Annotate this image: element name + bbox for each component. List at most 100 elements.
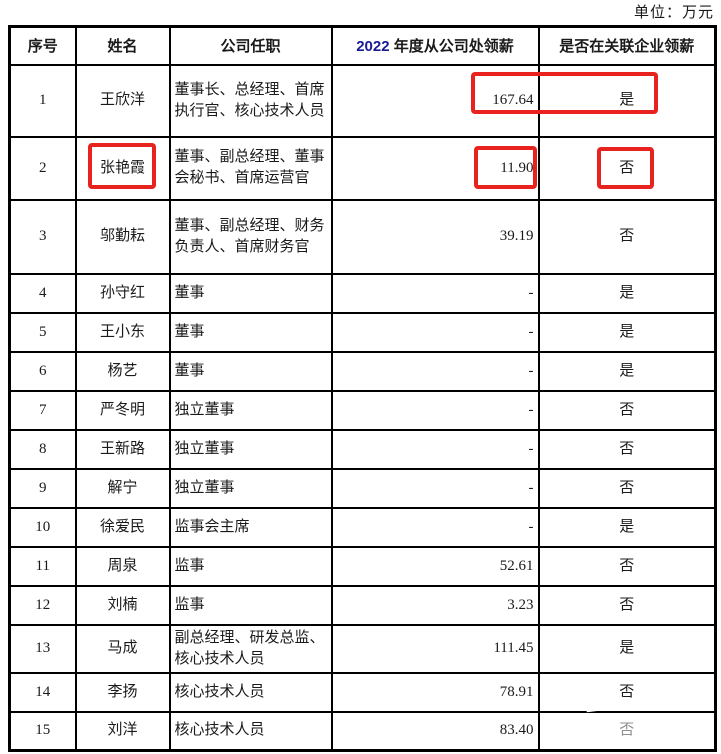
cell-position: 核心技术人员 [168, 671, 333, 713]
table-row: 9 解宁 独立董事 - 否 [8, 467, 717, 509]
table-row: 6 杨艺 董事 - 是 [8, 350, 717, 392]
cell-position: 董事 [168, 272, 333, 314]
header-name: 姓名 [74, 25, 171, 66]
cell-serial: 2 [8, 135, 77, 201]
cell-position: 董事 [168, 350, 333, 392]
cell-serial: 14 [8, 671, 77, 713]
cell-position: 副总经理、研发总监、核心技术人员 [168, 623, 333, 674]
cell-name: 解宁 [74, 467, 171, 509]
cell-serial: 7 [8, 389, 77, 431]
table-row: 5 王小东 董事 - 是 [8, 311, 717, 353]
table-row: 10 徐爱民 监事会主席 - 是 [8, 506, 717, 548]
cell-related: 是 [537, 311, 717, 353]
cell-salary: - [330, 428, 540, 470]
header-salary-year: 2022 [356, 38, 390, 56]
cell-serial: 8 [8, 428, 77, 470]
cell-serial: 12 [8, 584, 77, 626]
table-row: 12 刘楠 监事 3.23 否 [8, 584, 717, 626]
cell-position: 董事长、总经理、首席执行官、核心技术人员 [168, 63, 333, 138]
cell-related: 是 [537, 506, 717, 548]
cell-position: 监事 [168, 545, 333, 587]
cell-salary: 111.45 [330, 623, 540, 674]
cell-related: 否 [537, 545, 717, 587]
cell-name: 刘洋 [74, 710, 171, 752]
table-row: 11 周泉 监事 52.61 否 [8, 545, 717, 587]
cell-serial: 4 [8, 272, 77, 314]
cell-name: 杨艺 [74, 350, 171, 392]
cell-position: 董事 [168, 311, 333, 353]
cell-salary: - [330, 506, 540, 548]
cell-related: 否 [537, 671, 717, 713]
cell-name: 周泉 [74, 545, 171, 587]
executive-salary-table: 序号 姓名 公司任职 2022 年度从公司处领薪 是否在关联企业领薪 1 王欣洋… [8, 25, 717, 752]
cell-serial: 3 [8, 198, 77, 275]
header-serial: 序号 [8, 25, 77, 66]
cell-related: 否 [537, 389, 717, 431]
cell-salary: - [330, 272, 540, 314]
cell-salary: - [330, 311, 540, 353]
cell-name: 孙守红 [74, 272, 171, 314]
header-salary: 2022 年度从公司处领薪 [330, 25, 540, 66]
table-row: 14 李扬 核心技术人员 78.91 否 [8, 671, 717, 713]
header-related: 是否在关联企业领薪 [537, 25, 717, 66]
cell-salary: 78.91 [330, 671, 540, 713]
cell-name: 严冬明 [74, 389, 171, 431]
cell-related: 是 [537, 272, 717, 314]
cell-position: 董事、副总经理、董事会秘书、首席运营官 [168, 135, 333, 201]
cell-serial: 15 [8, 710, 77, 752]
table-row: 15 刘洋 核心技术人员 83.40 否 [8, 710, 717, 752]
cell-position: 监事 [168, 584, 333, 626]
table-row: 2 张艳霞 董事、副总经理、董事会秘书、首席运营官 11.90 否 [8, 135, 717, 201]
cell-salary: 3.23 [330, 584, 540, 626]
cell-related: 否 [537, 710, 717, 752]
cell-salary: - [330, 350, 540, 392]
cell-related: 否 [537, 584, 717, 626]
cell-serial: 9 [8, 467, 77, 509]
cell-serial: 10 [8, 506, 77, 548]
cell-serial: 1 [8, 63, 77, 138]
cell-name: 徐爱民 [74, 506, 171, 548]
cell-serial: 5 [8, 311, 77, 353]
cell-name: 李扬 [74, 671, 171, 713]
cell-name: 张艳霞 [74, 135, 171, 201]
cell-salary: 52.61 [330, 545, 540, 587]
cell-salary: 39.19 [330, 198, 540, 275]
cell-salary: 167.64 [330, 63, 540, 138]
cell-name: 王欣洋 [74, 63, 171, 138]
header-row: 序号 姓名 公司任职 2022 年度从公司处领薪 是否在关联企业领薪 [8, 25, 717, 66]
cell-name: 王小东 [74, 311, 171, 353]
cell-salary: 83.40 [330, 710, 540, 752]
table-row: 1 王欣洋 董事长、总经理、首席执行官、核心技术人员 167.64 是 [8, 63, 717, 138]
cell-salary: 11.90 [330, 135, 540, 201]
unit-label: 单位：万元 [633, 5, 714, 21]
table-row: 7 严冬明 独立董事 - 否 [8, 389, 717, 431]
cell-related: 否 [537, 198, 717, 275]
cell-salary: - [330, 467, 540, 509]
cell-serial: 6 [8, 350, 77, 392]
table-row: 13 马成 副总经理、研发总监、核心技术人员 111.45 是 [8, 623, 717, 674]
cell-serial: 13 [8, 623, 77, 674]
cell-name: 马成 [74, 623, 171, 674]
cell-position: 监事会主席 [168, 506, 333, 548]
cell-related: 否 [537, 467, 717, 509]
cell-related: 否 [537, 428, 717, 470]
cell-related: 否 [537, 135, 717, 201]
table-row: 3 邬勤耘 董事、副总经理、财务负责人、首席财务官 39.19 否 [8, 198, 717, 275]
cell-related: 是 [537, 350, 717, 392]
cell-name: 邬勤耘 [74, 198, 171, 275]
cell-salary: - [330, 389, 540, 431]
header-salary-rest: 年度从公司处领薪 [389, 38, 514, 56]
cell-name: 刘楠 [74, 584, 171, 626]
cell-related: 是 [537, 623, 717, 674]
cell-name: 王新路 [74, 428, 171, 470]
table-row: 4 孙守红 董事 - 是 [8, 272, 717, 314]
table-row: 8 王新路 独立董事 - 否 [8, 428, 717, 470]
header-position: 公司任职 [168, 25, 333, 66]
cell-related: 是 [537, 63, 717, 138]
cell-serial: 11 [8, 545, 77, 587]
cell-position: 独立董事 [168, 428, 333, 470]
cell-position: 独立董事 [168, 467, 333, 509]
cell-position: 核心技术人员 [168, 710, 333, 752]
cell-position: 董事、副总经理、财务负责人、首席财务官 [168, 198, 333, 275]
cell-position: 独立董事 [168, 389, 333, 431]
